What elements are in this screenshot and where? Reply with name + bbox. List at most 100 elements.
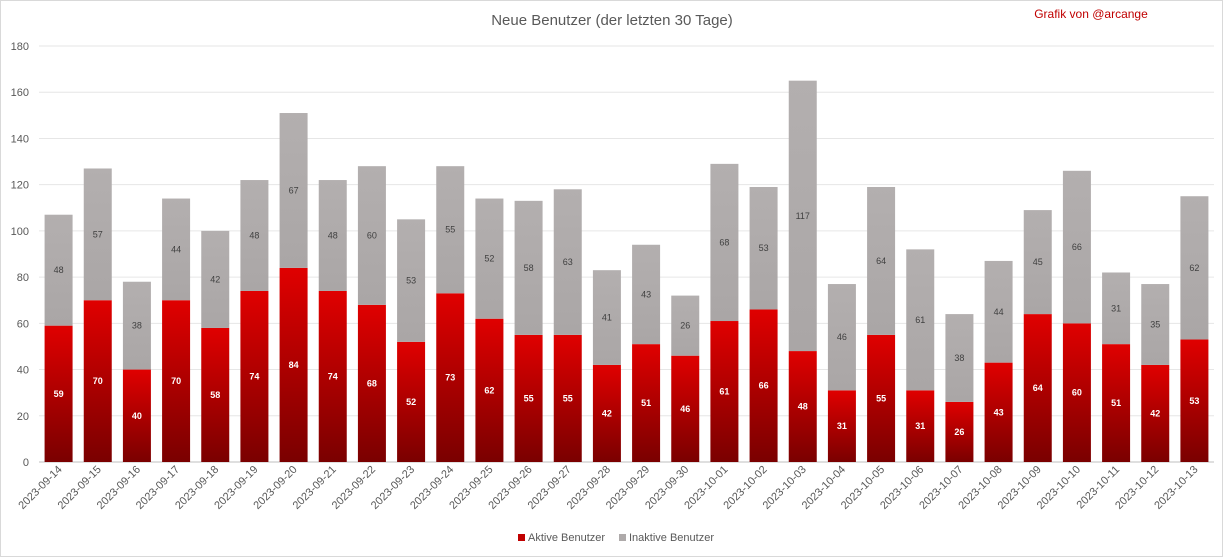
- bar-inactive: [710, 163, 739, 322]
- y-tick-label: 60: [17, 318, 29, 330]
- y-tick-label: 120: [11, 180, 29, 192]
- data-label-active: 40: [132, 411, 142, 421]
- chart-credit: Grafik von @arcange: [1034, 7, 1148, 21]
- data-label-inactive: 35: [1150, 319, 1160, 329]
- bar-inactive: [984, 260, 1013, 363]
- data-label-inactive: 48: [328, 231, 338, 241]
- bar-inactive: [475, 198, 504, 319]
- data-label-active: 51: [1111, 398, 1121, 408]
- data-label-active: 51: [641, 398, 651, 408]
- data-label-inactive: 42: [210, 274, 220, 284]
- data-label-inactive: 48: [54, 265, 64, 275]
- data-label-inactive: 38: [132, 321, 142, 331]
- data-label-inactive: 63: [563, 257, 573, 267]
- bar-active: [357, 304, 386, 462]
- data-label-active: 31: [837, 421, 847, 431]
- data-label-active: 53: [1189, 396, 1199, 406]
- data-label-active: 55: [563, 393, 573, 403]
- data-label-inactive: 67: [289, 185, 299, 195]
- data-label-active: 46: [680, 404, 690, 414]
- bar-active: [475, 318, 504, 462]
- y-tick-label: 80: [17, 272, 29, 284]
- data-label-active: 73: [445, 373, 455, 383]
- bar-active: [984, 362, 1013, 462]
- data-label-inactive: 45: [1033, 257, 1043, 267]
- gridlines: [39, 45, 1214, 463]
- y-tick-label: 160: [11, 87, 29, 99]
- data-label-inactive: 60: [367, 231, 377, 241]
- data-label-inactive: 26: [680, 321, 690, 331]
- bar-inactive: [592, 270, 621, 365]
- bar-active: [279, 267, 308, 462]
- data-label-inactive: 52: [484, 254, 494, 264]
- data-label-inactive: 43: [641, 289, 651, 299]
- bar-active: [1023, 314, 1052, 462]
- data-label-inactive: 62: [1189, 263, 1199, 273]
- data-label-inactive: 41: [602, 313, 612, 323]
- bar-inactive: [788, 80, 817, 352]
- bar-active: [436, 293, 465, 462]
- data-label-inactive: 38: [954, 353, 964, 363]
- data-label-active: 74: [328, 371, 338, 381]
- bar-active: [671, 355, 700, 462]
- bar-active: [632, 344, 661, 462]
- bar-inactive: [318, 180, 347, 291]
- x-axis: 2023-09-142023-09-152023-09-162023-09-17…: [16, 464, 1200, 512]
- data-label-active: 59: [54, 389, 64, 399]
- bar-active: [1141, 364, 1170, 462]
- legend-label-active: Aktive Benutzer: [528, 532, 605, 544]
- legend-swatch-inactive: [619, 534, 626, 541]
- data-label-inactive: 66: [1072, 242, 1082, 252]
- data-label-inactive: 53: [759, 243, 769, 253]
- bar-inactive: [1180, 196, 1209, 340]
- data-label-active: 84: [289, 360, 299, 370]
- bar-inactive: [436, 166, 465, 294]
- data-label-inactive: 57: [93, 229, 103, 239]
- bar-active: [827, 390, 856, 462]
- chart-title: Neue Benutzer (der letzten 30 Tage): [491, 12, 733, 29]
- bar-inactive: [240, 180, 269, 291]
- data-label-inactive: 58: [524, 263, 534, 273]
- data-label-active: 55: [876, 393, 886, 403]
- bar-active: [710, 321, 739, 462]
- bar-active: [945, 401, 974, 462]
- data-label-active: 48: [798, 402, 808, 412]
- bar-inactive: [1023, 210, 1052, 315]
- y-tick-label: 140: [11, 133, 29, 145]
- bar-active: [1062, 323, 1091, 462]
- bar-active: [749, 309, 778, 462]
- legend-label-inactive: Inaktive Benutzer: [629, 532, 714, 544]
- y-tick-label: 20: [17, 411, 29, 423]
- data-label-active: 42: [602, 408, 612, 418]
- y-tick-label: 180: [11, 41, 29, 53]
- bar-inactive: [867, 186, 896, 335]
- data-label-active: 55: [524, 393, 534, 403]
- data-label-inactive: 61: [915, 315, 925, 325]
- data-label-inactive: 68: [719, 237, 729, 247]
- bar-inactive: [514, 200, 543, 335]
- bar-inactive: [83, 168, 112, 301]
- bar-active: [397, 341, 426, 462]
- data-label-inactive: 44: [171, 244, 181, 254]
- data-label-inactive: 64: [876, 256, 886, 266]
- legend-swatch-active: [518, 534, 525, 541]
- bar-inactive: [201, 230, 230, 328]
- data-label-active: 26: [954, 427, 964, 437]
- bar-active: [1180, 339, 1209, 462]
- bar-active: [122, 369, 151, 462]
- data-label-active: 31: [915, 421, 925, 431]
- bar-active: [906, 390, 935, 462]
- data-label-active: 68: [367, 378, 377, 388]
- bar-active: [553, 334, 582, 462]
- data-label-active: 70: [93, 376, 103, 386]
- y-axis: 0 20 40 60 80 100 120 140 160 180: [11, 41, 29, 469]
- bar-inactive: [44, 214, 73, 326]
- bar-active: [514, 334, 543, 462]
- bar-inactive: [279, 113, 308, 268]
- bar-inactive: [162, 198, 191, 301]
- bar-active: [162, 300, 191, 462]
- bar-inactive: [553, 189, 582, 335]
- data-label-inactive: 31: [1111, 303, 1121, 313]
